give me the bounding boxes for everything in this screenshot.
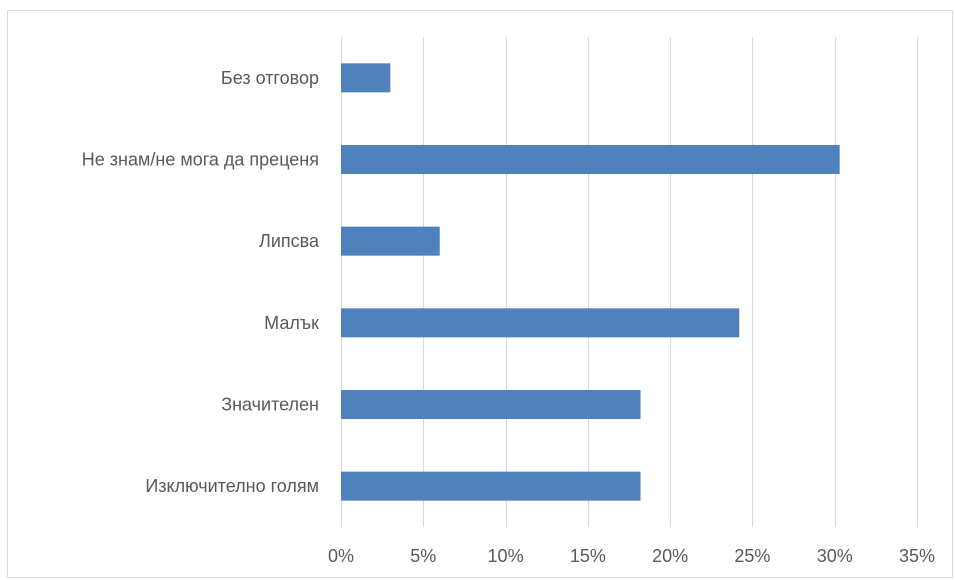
category-label: Не знам/не мога да преценя <box>82 150 319 170</box>
bar <box>341 226 440 256</box>
gridlines <box>341 37 918 527</box>
bar <box>341 63 391 93</box>
bar <box>341 471 641 501</box>
bar <box>341 308 740 338</box>
bar <box>341 145 840 174</box>
category-label: Значителен <box>221 395 319 415</box>
x-tick-label: 35% <box>899 546 935 566</box>
x-tick-label: 10% <box>488 546 524 566</box>
bar <box>341 390 641 419</box>
x-tick-label: 30% <box>817 546 853 566</box>
category-label: Изключително голям <box>145 476 319 496</box>
x-axis-tick-labels: 0% 5% 10% 15% 20% 25% 30% 35% <box>328 546 935 566</box>
category-labels: Без отговор Не знам/не мога да преценя Лип… <box>82 68 320 496</box>
x-tick-label: 20% <box>652 546 688 566</box>
x-tick-label: 5% <box>410 546 436 566</box>
x-tick-label: 15% <box>570 546 606 566</box>
x-tick-label: 25% <box>734 546 770 566</box>
category-label: Малък <box>264 313 319 333</box>
category-label: Липсва <box>259 231 320 251</box>
category-label: Без отговор <box>221 68 319 88</box>
bars <box>341 63 840 501</box>
x-tick-label: 0% <box>328 546 354 566</box>
